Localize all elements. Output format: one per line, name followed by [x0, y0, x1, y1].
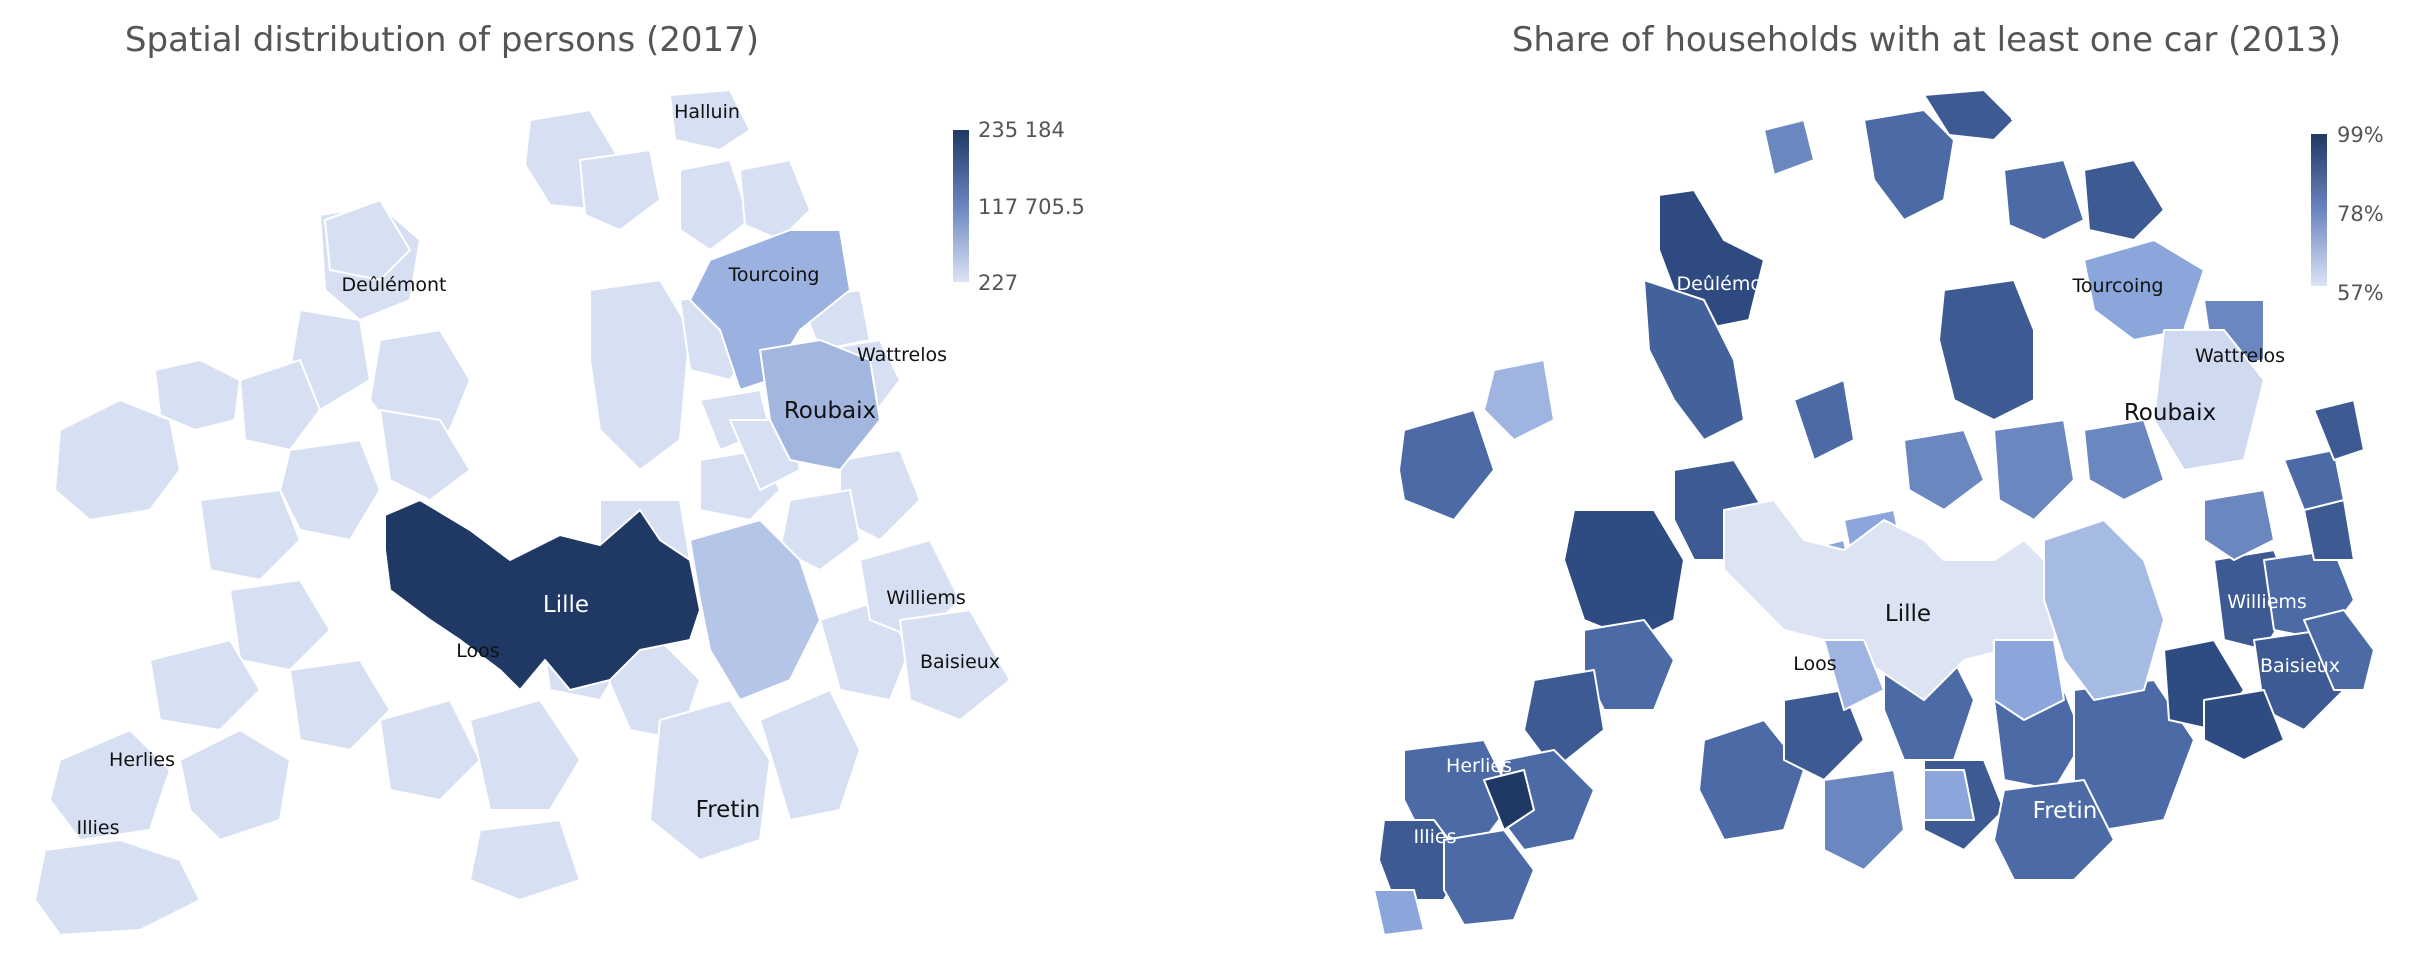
commune-region[interactable] — [2083, 419, 2165, 501]
commune-region[interactable] — [199, 489, 301, 581]
place-label-loos: Loos — [456, 640, 499, 662]
commune-region[interactable] — [759, 689, 861, 821]
place-label-fretin: Fretin — [696, 797, 761, 823]
commune-region[interactable] — [179, 729, 291, 841]
commune-region[interactable] — [1378, 819, 1465, 901]
commune-region[interactable] — [579, 149, 661, 231]
commune-region[interactable] — [1483, 359, 1555, 441]
car-ownership-map-title: Share of households with at least one ca… — [1511, 20, 2342, 60]
place-label-baisieux: Baisieux — [2260, 655, 2340, 677]
place-label-halluin: Halluin — [674, 101, 740, 123]
population-map-panel: Spatial distribution of persons (2017) — [0, 0, 1204, 955]
commune-region[interactable] — [899, 609, 1011, 721]
commune-region[interactable] — [1863, 109, 1955, 221]
commune-region[interactable] — [1993, 639, 2065, 721]
commune-region[interactable] — [2153, 329, 2265, 471]
commune-region[interactable] — [1583, 619, 1675, 711]
commune-region[interactable] — [759, 339, 881, 471]
commune-region[interactable] — [649, 699, 771, 861]
place-label-roubaix: Roubaix — [784, 398, 876, 424]
place-label-williems: Williems — [2227, 591, 2307, 613]
commune-region[interactable] — [229, 579, 331, 671]
place-label-deulemont: Deûlémont — [342, 274, 447, 296]
car-ownership-map-panel: Share of households with at least one ca… — [1204, 0, 2409, 955]
commune-region[interactable] — [1903, 429, 1985, 511]
commune-region[interactable] — [1398, 409, 1495, 521]
place-label-illies: Illies — [76, 817, 119, 839]
place-label-tourcoing: Tourcoing — [2072, 275, 2164, 297]
commune-region[interactable] — [679, 159, 751, 251]
commune-region[interactable] — [1763, 119, 1815, 176]
commune-region[interactable] — [384, 499, 701, 691]
place-label-herlies: Herlies — [109, 749, 175, 771]
commune-region[interactable] — [379, 409, 471, 501]
commune-region[interactable] — [2003, 159, 2085, 241]
place-label-tourcoing: Tourcoing — [728, 264, 820, 286]
commune-region[interactable] — [54, 399, 181, 521]
population-colorbar — [953, 130, 969, 282]
commune-region[interactable] — [149, 639, 261, 731]
commune-region[interactable] — [2203, 489, 2275, 561]
commune-region[interactable] — [2283, 449, 2345, 511]
population-colorbar-max: 235 184 — [978, 118, 1065, 142]
commune-region[interactable] — [2043, 519, 2165, 701]
commune-region[interactable] — [379, 699, 481, 801]
car-share-colorbar-mid: 78% — [2337, 202, 2384, 226]
place-label-illies: Illies — [1413, 826, 1456, 848]
place-label-wattrelos: Wattrelos — [2195, 345, 2285, 367]
commune-region[interactable] — [2203, 689, 2285, 761]
commune-region[interactable] — [1923, 89, 2015, 141]
commune-region[interactable] — [1938, 279, 2035, 421]
commune-region[interactable] — [1643, 279, 1745, 441]
commune-region[interactable] — [1993, 419, 2075, 521]
commune-region[interactable] — [1823, 639, 1885, 711]
commune-region[interactable] — [34, 839, 201, 936]
commune-region[interactable] — [1523, 669, 1605, 771]
commune-region[interactable] — [1483, 769, 1535, 831]
car-ownership-choropleth: Halluin Deûlémont Tourcoing Wattrelos Ro… — [1373, 89, 2375, 936]
commune-region[interactable] — [2083, 159, 2165, 241]
commune-region[interactable] — [469, 819, 581, 901]
place-label-loos: Loos — [1793, 653, 1836, 675]
commune-region[interactable] — [1923, 769, 1975, 821]
commune-region[interactable] — [1993, 779, 2115, 881]
place-label-wattrelos: Wattrelos — [857, 344, 947, 366]
population-colorbar-mid: 117 705.5 — [978, 195, 1085, 219]
commune-region[interactable] — [1783, 689, 1865, 781]
car-share-colorbar — [2311, 134, 2327, 286]
place-label-roubaix: Roubaix — [2124, 400, 2216, 426]
place-label-williems: Williems — [886, 587, 966, 609]
commune-region[interactable] — [2303, 609, 2375, 691]
commune-region[interactable] — [1823, 769, 1905, 871]
commune-region[interactable] — [669, 89, 751, 151]
place-label-lille: Lille — [543, 592, 589, 618]
commune-region[interactable] — [689, 519, 821, 701]
commune-region[interactable] — [2313, 399, 2365, 461]
car-share-colorbar-min: 57% — [2337, 281, 2384, 305]
place-label-fretin: Fretin — [2033, 798, 2098, 824]
commune-region[interactable] — [739, 159, 811, 241]
commune-region[interactable] — [1563, 509, 1685, 641]
place-label-baisieux: Baisieux — [920, 651, 1000, 673]
place-label-lille: Lille — [1885, 601, 1931, 627]
commune-region[interactable] — [324, 199, 411, 281]
population-colorbar-min: 227 — [978, 271, 1019, 295]
commune-region[interactable] — [239, 359, 321, 451]
commune-region[interactable] — [1373, 889, 1425, 936]
commune-region[interactable] — [49, 729, 171, 841]
population-choropleth: Halluin Deûlémont Tourcoing Wattrelos Ro… — [34, 89, 1011, 936]
place-label-halluin: Halluin — [2009, 103, 2075, 125]
population-map-title: Spatial distribution of persons (2017) — [124, 20, 760, 60]
commune-region[interactable] — [589, 279, 691, 471]
car-share-colorbar-max: 99% — [2337, 123, 2384, 147]
place-label-herlies: Herlies — [1446, 755, 1512, 777]
commune-region[interactable] — [469, 699, 581, 811]
commune-region[interactable] — [2073, 679, 2195, 831]
commune-region[interactable] — [1698, 719, 1805, 841]
place-label-deulemont: Deûlémont — [1677, 273, 1782, 295]
commune-region[interactable] — [154, 359, 241, 431]
commune-region[interactable] — [289, 659, 391, 751]
commune-region[interactable] — [1793, 379, 1855, 461]
